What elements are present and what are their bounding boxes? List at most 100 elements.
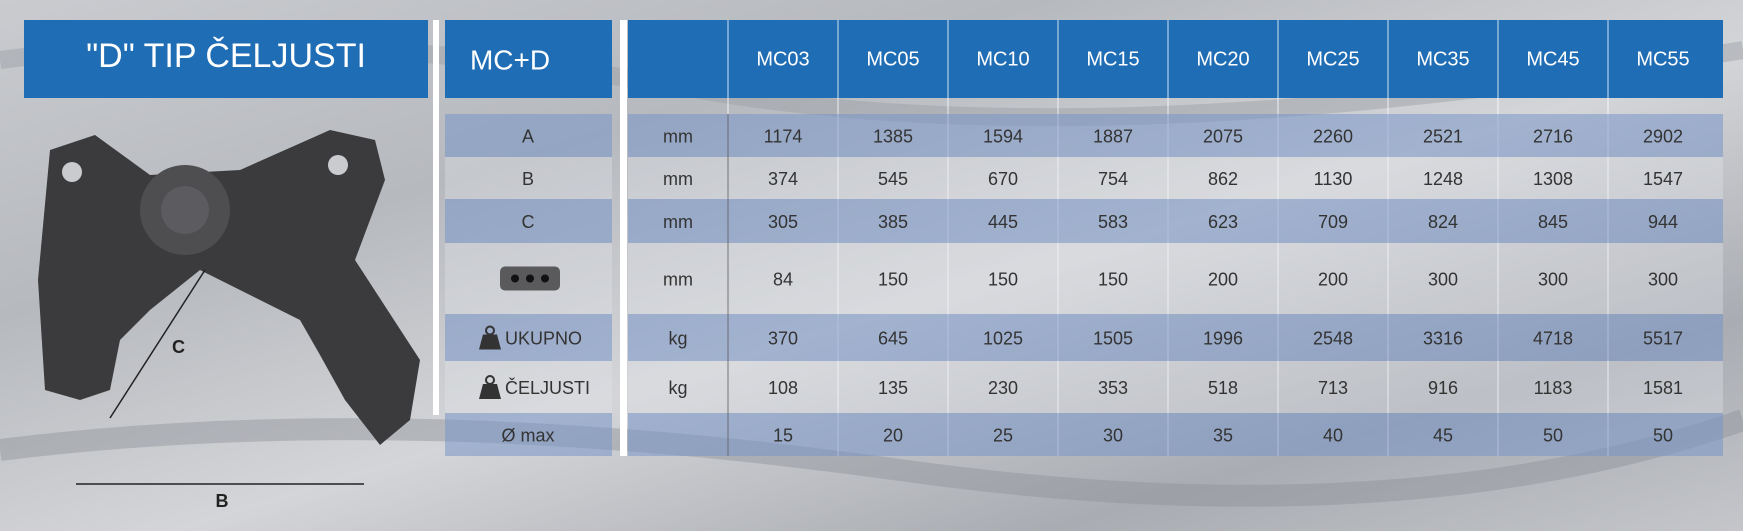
row-unit: kg: [668, 328, 687, 348]
cell-value: 1547: [1643, 169, 1683, 189]
row-unit: kg: [668, 378, 687, 398]
cell-value: 150: [988, 269, 1018, 289]
jaw-hole: [62, 162, 82, 182]
jaw-pivot-inner: [161, 186, 209, 234]
row-unit: mm: [663, 212, 693, 232]
jaw-diagram: C B: [38, 130, 420, 511]
cell-value: 645: [878, 328, 908, 348]
cell-value: 20: [883, 425, 903, 445]
title: "D" TIP ČELJUSTI: [86, 37, 366, 75]
cell-value: 445: [988, 212, 1018, 232]
column-header: MC55: [1636, 48, 1689, 70]
cell-value: 200: [1318, 269, 1348, 289]
row-label: C: [522, 212, 535, 232]
cell-value: 944: [1648, 212, 1678, 232]
cell-value: 1183: [1534, 378, 1573, 398]
row-unit: mm: [663, 269, 693, 289]
cell-value: 200: [1208, 269, 1238, 289]
column-header: MC03: [756, 48, 809, 70]
tooth-icon-hole: [526, 274, 534, 283]
cell-value: 754: [1098, 169, 1128, 189]
row-band: [445, 114, 612, 157]
row-label: B: [522, 169, 534, 189]
row-band: [445, 413, 612, 456]
row-label: Ø max: [501, 425, 554, 445]
cell-value: 2716: [1533, 126, 1573, 146]
column-header: MC35: [1416, 48, 1469, 70]
column-header: MC45: [1526, 48, 1579, 70]
weight-icon: [479, 334, 501, 350]
jaw-hole: [328, 155, 348, 175]
cell-value: 1594: [983, 126, 1023, 146]
cell-value: 862: [1208, 169, 1238, 189]
cell-value: 35: [1213, 425, 1233, 445]
cell-value: 670: [988, 169, 1018, 189]
separator: [433, 20, 439, 415]
corner-box: [445, 20, 612, 98]
cell-value: 518: [1208, 378, 1238, 398]
cell-value: 2260: [1313, 126, 1353, 146]
cell-value: 150: [878, 269, 908, 289]
cell-value: 1130: [1314, 169, 1353, 189]
cell-value: 2521: [1423, 126, 1463, 146]
row-label: UKUPNO: [505, 328, 582, 348]
row-band: [628, 361, 1723, 413]
cell-value: 2902: [1643, 126, 1683, 146]
cell-value: 3316: [1423, 328, 1463, 348]
table-body: MC03 MC05 MC10 MC15 MC20 MC25 MC35 MC45 MC55 A mm 1…: [445, 20, 1723, 456]
cell-value: 824: [1428, 212, 1458, 232]
cell-value: 40: [1323, 425, 1343, 445]
cell-value: 84: [773, 269, 793, 289]
cell-value: 50: [1543, 425, 1563, 445]
cell-value: 15: [773, 425, 793, 445]
column-header: MC15: [1086, 48, 1139, 70]
cell-value: 1505: [1093, 328, 1133, 348]
cell-value: 353: [1098, 378, 1128, 398]
row-band: [628, 199, 1723, 243]
row-label: ČELJUSTI: [505, 377, 590, 398]
jaw-body: [38, 130, 420, 445]
cell-value: 2548: [1313, 328, 1353, 348]
row-unit: mm: [663, 169, 693, 189]
cell-value: 5517: [1643, 328, 1683, 348]
cell-value: 1308: [1533, 169, 1573, 189]
cell-value: 30: [1103, 425, 1123, 445]
cell-value: 305: [768, 212, 798, 232]
cell-value: 1996: [1203, 328, 1243, 348]
row-label: A: [522, 126, 534, 146]
cell-value: 374: [768, 169, 798, 189]
cell-value: 230: [988, 378, 1018, 398]
row-unit: mm: [663, 126, 693, 146]
cell-value: 50: [1653, 425, 1673, 445]
cell-value: 108: [768, 378, 798, 398]
weight-icon-ring: [485, 375, 495, 385]
cell-value: 545: [878, 169, 908, 189]
dimension-label: C: [172, 337, 185, 357]
cell-value: 4718: [1533, 328, 1573, 348]
row-band: [445, 361, 612, 413]
row-band: [628, 314, 1723, 361]
cell-value: 25: [993, 425, 1013, 445]
cell-value: 1248: [1423, 169, 1463, 189]
cell-value: 300: [1648, 269, 1678, 289]
cell-value: 1174: [764, 126, 803, 146]
row-band: [628, 243, 1723, 314]
row-band: [445, 199, 612, 243]
cell-value: 1887: [1093, 126, 1133, 146]
cell-value: 135: [878, 378, 908, 398]
tooth-icon-hole: [511, 274, 519, 283]
cell-value: 385: [878, 212, 908, 232]
cell-value: 300: [1538, 269, 1568, 289]
row-band: [445, 157, 612, 199]
cell-value: 150: [1098, 269, 1128, 289]
column-header: MC20: [1196, 48, 1249, 70]
row-band: [628, 413, 1723, 456]
column-header: MC05: [866, 48, 919, 70]
cell-value: 713: [1318, 378, 1348, 398]
row-band: [628, 157, 1723, 199]
cell-value: 45: [1433, 425, 1453, 445]
weight-icon: [479, 384, 501, 399]
separator: [620, 20, 627, 456]
